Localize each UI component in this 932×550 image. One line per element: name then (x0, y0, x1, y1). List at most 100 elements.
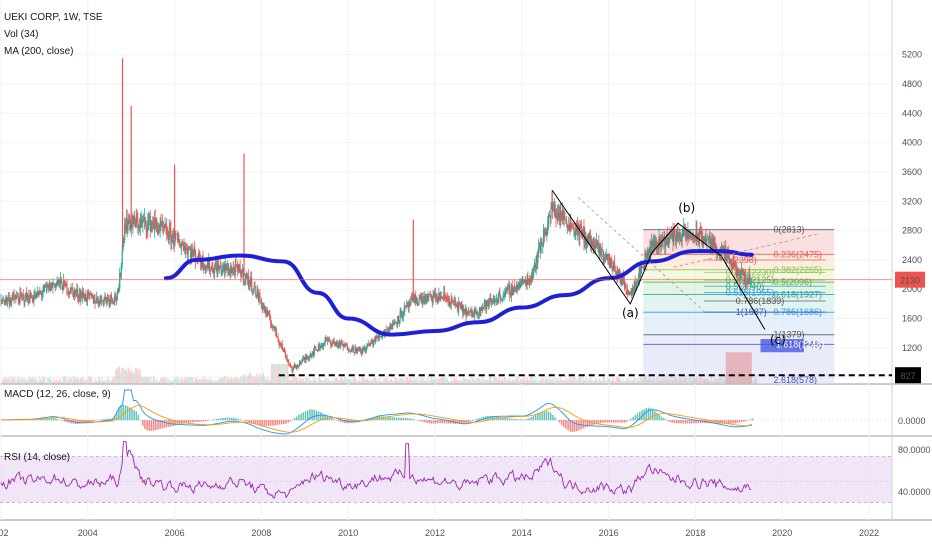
candle-body (96, 297, 99, 301)
candle-body (564, 216, 566, 220)
macd-histogram-bar (411, 418, 413, 421)
candle-body (66, 283, 68, 293)
candle-body (160, 221, 162, 226)
macd-histogram-bar (356, 420, 359, 423)
rsi-legend[interactable]: RSI (14, close) (4, 452, 71, 463)
candle-body (321, 343, 323, 346)
volume-bar (671, 376, 673, 384)
macd-histogram-bar (443, 420, 446, 424)
candle-body (541, 245, 543, 247)
volume-bar (589, 377, 591, 384)
candle-body (154, 218, 156, 223)
volume-bar (169, 381, 171, 384)
macd-histogram-bar (144, 420, 146, 429)
candle-body (14, 298, 16, 300)
symbol-title[interactable]: UEKI CORP, 1W, TSE (4, 12, 103, 23)
candle-body (369, 343, 372, 347)
candle-body (680, 239, 682, 242)
volume-bar (602, 377, 604, 384)
support-badge (895, 367, 921, 384)
ma-legend[interactable]: MA (200, close) (4, 46, 74, 57)
macd-histogram-bar (487, 416, 489, 421)
candle-body (607, 253, 609, 258)
fib-ext-label: 0.786(1839) (736, 296, 785, 306)
volume-bar (635, 378, 637, 384)
candle-body (741, 269, 743, 271)
volume-bar (224, 376, 226, 384)
macd-histogram-bar (107, 418, 109, 421)
candle-body (498, 293, 500, 298)
pane-backgrounds (0, 0, 932, 521)
macd-histogram-bar (432, 420, 435, 424)
candle-body (163, 226, 165, 229)
candle-body (571, 227, 574, 229)
candle-body (43, 286, 45, 292)
candle-body (647, 249, 649, 258)
macd-histogram-bar (150, 420, 153, 431)
candle-body (599, 245, 602, 256)
candle-body (19, 292, 21, 303)
candle-body (660, 239, 663, 247)
macd-histogram-bar (228, 417, 231, 421)
macd-legend[interactable]: MACD (12, 26, close, 9) (4, 389, 111, 400)
volume-bar (145, 377, 147, 384)
candle-body (75, 292, 77, 294)
candle-body (280, 343, 282, 346)
candle-body (274, 326, 277, 332)
volume-bar (419, 380, 421, 384)
volume-bar (148, 376, 150, 384)
volume-bar (615, 377, 617, 384)
volume-bar (418, 377, 420, 384)
macd-histogram-bar (450, 420, 452, 424)
candle-body (428, 294, 430, 297)
volume-bar (287, 364, 289, 384)
candle-body (539, 242, 541, 253)
candle-body (439, 295, 442, 300)
candle-body (176, 233, 179, 240)
volume-bar (114, 369, 116, 384)
candle-body (732, 260, 734, 269)
volume-bar (457, 378, 459, 384)
volume-bar (394, 377, 396, 384)
macd-histogram-bar (313, 409, 315, 421)
volume-bar (748, 376, 750, 384)
volume-bar (438, 378, 440, 384)
candle-body (3, 300, 5, 304)
macd-histogram-bar (330, 418, 333, 421)
volume-bar (297, 380, 299, 384)
candle-body (313, 347, 315, 355)
volume-bar (6, 377, 8, 384)
macd-histogram-bar (382, 416, 385, 421)
macd-histogram-bar (699, 420, 702, 424)
volume-bar (658, 380, 660, 384)
volume-bar (481, 377, 483, 384)
volume-bar (170, 379, 172, 384)
candle-body (209, 269, 212, 272)
candle-body (242, 269, 245, 281)
volume-bar (556, 376, 558, 384)
volume-legend[interactable]: Vol (34) (4, 29, 39, 40)
macd-histogram-bar (37, 419, 40, 421)
candle-body (585, 239, 588, 246)
candle-body (128, 214, 130, 224)
volume-bar (642, 377, 644, 384)
macd-histogram-bar (678, 420, 680, 424)
volume-bar (160, 377, 162, 384)
candle-body (388, 328, 390, 330)
macd-histogram-bar (302, 412, 305, 421)
volume-bar (362, 377, 364, 384)
candle-body (666, 235, 668, 246)
candle-body (364, 347, 367, 351)
macd-histogram-bar (293, 418, 296, 421)
volume-bar (638, 381, 640, 384)
macd-histogram-bar (309, 409, 311, 421)
volume-bar (265, 379, 267, 384)
volume-bar (304, 377, 306, 384)
candle-body (315, 348, 317, 350)
candle-body (293, 367, 295, 368)
macd-histogram-bar (374, 416, 376, 421)
volume-bar (117, 368, 119, 384)
volume-bar (348, 378, 350, 384)
volume-bar (181, 377, 183, 384)
candle-body (618, 269, 620, 272)
